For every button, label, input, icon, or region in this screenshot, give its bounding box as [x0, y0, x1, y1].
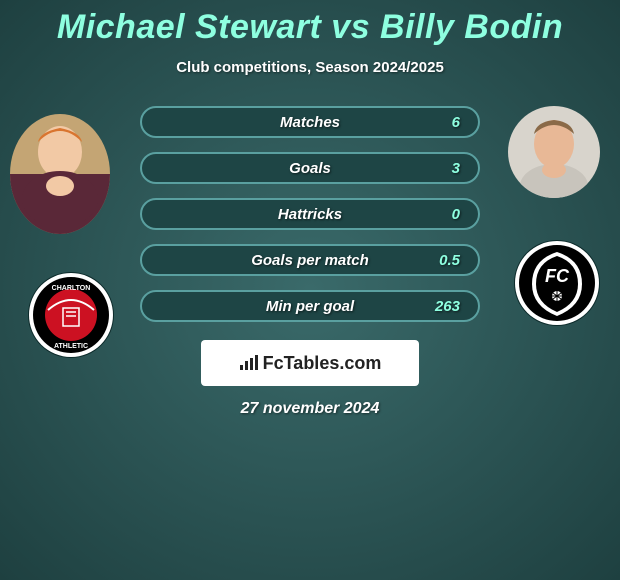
player-left-avatar: [10, 114, 110, 234]
stat-row: Hattricks 0: [140, 198, 480, 230]
stat-row: Goals per match 0.5: [140, 244, 480, 276]
stat-right-value: 263: [435, 298, 460, 315]
svg-text:FC: FC: [545, 266, 570, 286]
svg-text:ATHLETIC: ATHLETIC: [54, 343, 88, 350]
stat-label: Goals: [289, 160, 331, 177]
stat-label: Matches: [280, 114, 340, 131]
stat-right-value: 3: [452, 160, 460, 177]
club-right-badge: FC: [514, 240, 600, 326]
stat-right-value: 0.5: [439, 252, 460, 269]
logo-text: FcTables.com: [263, 353, 382, 374]
club-left-badge: CHARLTON ATHLETIC: [28, 272, 114, 358]
player-right-avatar: [508, 106, 600, 198]
subtitle: Club competitions, Season 2024/2025: [0, 59, 620, 76]
source-logo: FcTables.com: [201, 340, 419, 386]
stat-label: Goals per match: [251, 252, 369, 269]
stat-row: Min per goal 263: [140, 290, 480, 322]
stat-right-value: 0: [452, 206, 460, 223]
stats-list: Matches 6 Goals 3 Hattricks 0 Goals per …: [140, 106, 480, 322]
stat-label: Min per goal: [266, 298, 354, 315]
stat-right-value: 6: [452, 114, 460, 131]
stat-row: Goals 3: [140, 152, 480, 184]
comparison-content: CHARLTON ATHLETIC FC Matches 6 Goals 3: [0, 106, 620, 418]
stat-row: Matches 6: [140, 106, 480, 138]
stat-label: Hattricks: [278, 206, 342, 223]
page-title: Michael Stewart vs Billy Bodin: [0, 0, 620, 47]
svg-text:CHARLTON: CHARLTON: [52, 285, 91, 292]
chart-icon: [239, 355, 259, 371]
date-text: 27 november 2024: [0, 400, 620, 418]
